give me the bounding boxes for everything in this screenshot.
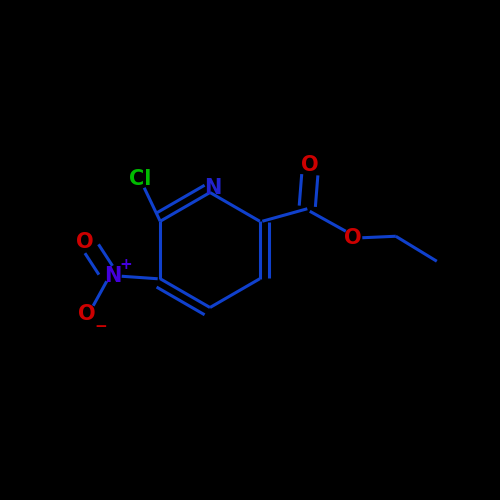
Text: N: N [104,266,122,286]
Text: Cl: Cl [129,169,152,188]
Text: −: − [94,320,107,334]
Text: N: N [204,178,221,199]
Text: O: O [344,228,362,248]
Text: O: O [301,155,318,175]
Text: +: + [120,257,132,272]
Text: O: O [78,304,96,324]
Text: O: O [76,232,94,252]
